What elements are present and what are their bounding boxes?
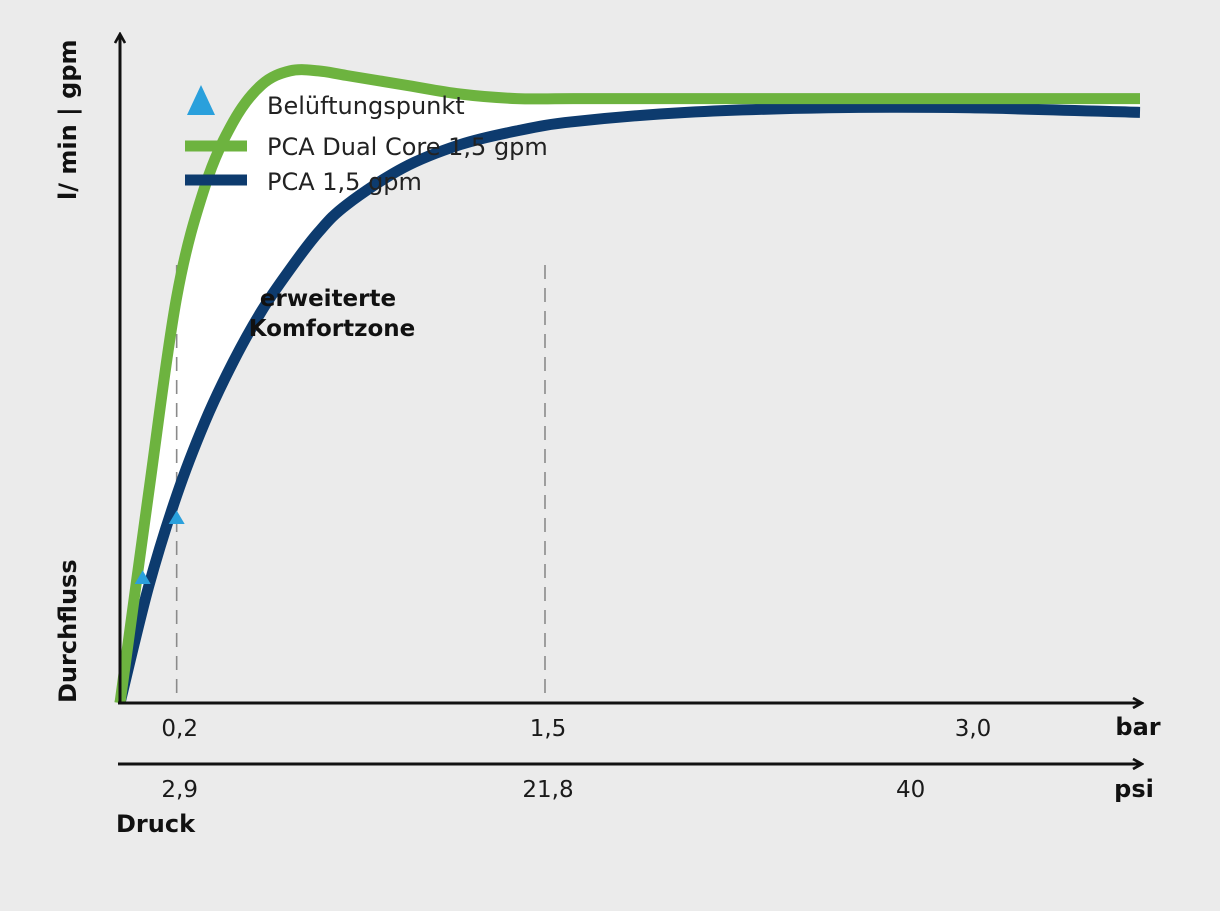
tick-label-psi-0: 2,9 <box>161 777 198 803</box>
tick-label-bar-1: 1,5 <box>530 716 567 742</box>
y-axis-title: Durchfluss <box>54 559 82 703</box>
legend-item-pca: PCA 1,5 gpm <box>185 168 422 196</box>
tick-labels: 0,2 1,5 3,0 2,9 21,8 40 <box>161 716 991 803</box>
legend-item-aeration: Belüftungspunkt <box>187 85 465 120</box>
legend: Belüftungspunkt PCA Dual Core 1,5 gpm PC… <box>185 85 548 196</box>
tick-label-bar-2: 3,0 <box>955 716 992 742</box>
legend-label-dual-core: PCA Dual Core 1,5 gpm <box>267 133 548 161</box>
comfort-zone-label-line2: Komfortzone <box>249 316 416 342</box>
series-lines <box>114 64 1141 705</box>
tick-label-psi-1: 21,8 <box>522 777 573 803</box>
comfort-zone-label-line1: erweiterte <box>260 286 396 312</box>
tick-label-psi-2: 40 <box>896 777 925 803</box>
triangle-marker-icon <box>187 85 215 115</box>
series-line-0 <box>114 64 1140 704</box>
comfort-zone-fill <box>120 69 1140 704</box>
tick-label-bar-0: 0,2 <box>161 716 198 742</box>
legend-label-pca: PCA 1,5 gpm <box>267 168 422 196</box>
x-axis-title: Druck <box>116 810 196 838</box>
aeration-markers <box>134 510 185 585</box>
legend-label-aeration: Belüftungspunkt <box>267 92 465 120</box>
x-unit-psi: psi <box>1114 775 1154 803</box>
legend-item-dual-core: PCA Dual Core 1,5 gpm <box>185 133 548 161</box>
comfort-zone-area <box>120 69 1140 704</box>
y-axis-title-unit: l/ min | gpm <box>54 39 82 200</box>
aeration-point-1 <box>168 510 185 525</box>
series-line-1 <box>114 101 1141 705</box>
x-unit-bar: bar <box>1115 713 1160 741</box>
comfort-zone-label: erweiterte Komfortzone <box>249 286 416 342</box>
aeration-point-0 <box>134 570 151 585</box>
